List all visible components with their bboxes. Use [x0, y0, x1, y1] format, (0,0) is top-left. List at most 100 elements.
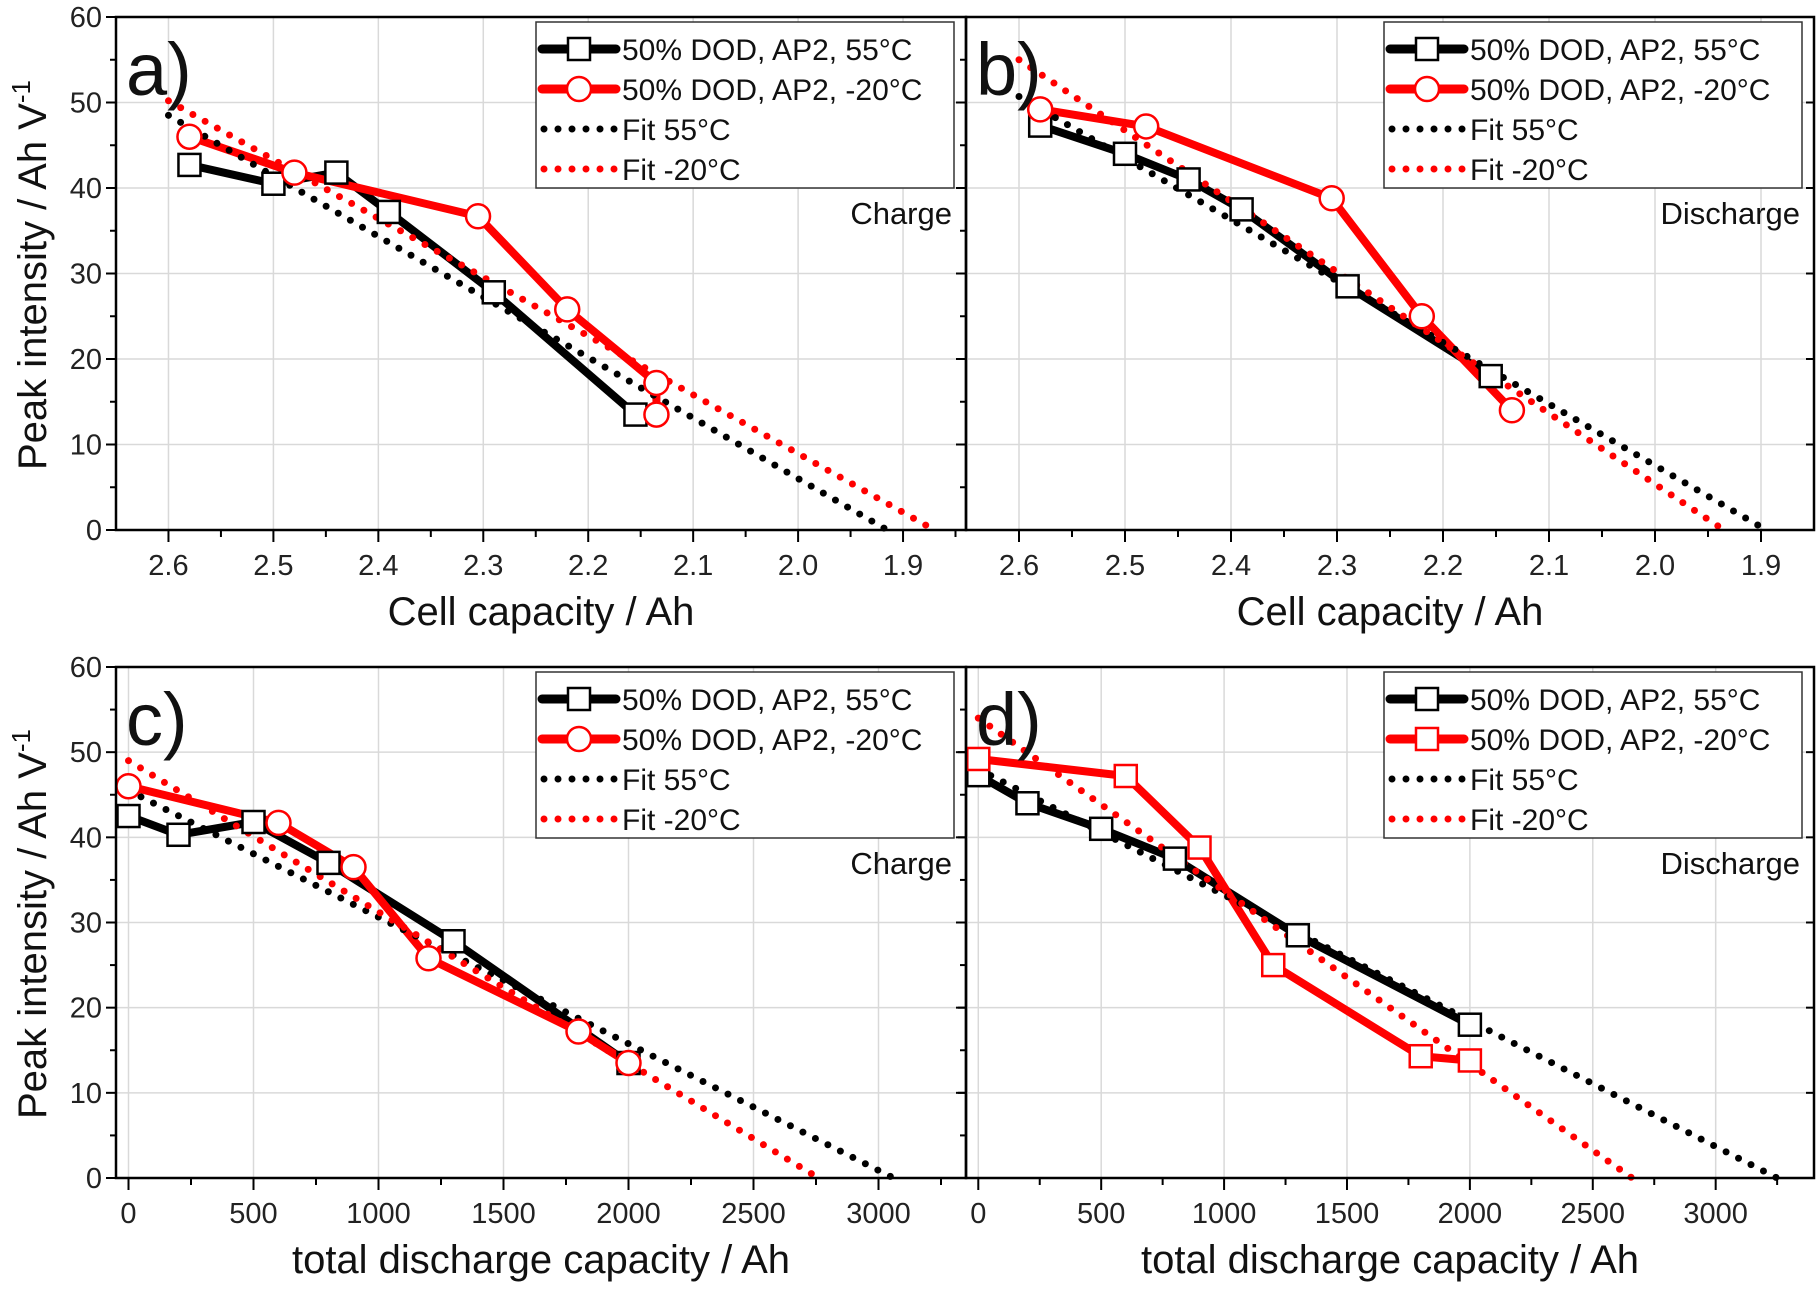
legend-label: 50% DOD, AP2, -20°C: [622, 74, 922, 107]
legend-label: Fit 55°C: [1470, 764, 1579, 797]
panel-c: 0 500 1000 1500 2000 2500 3000 0 10 20 30 40 50 60 c) C…: [70, 652, 968, 1282]
panel-b: 2.6 2.5 2.4 2.3 2.2 2.1 2.0 1.9 b) Discharge 50% D…: [956, 15, 1816, 634]
data-point: [1162, 846, 1188, 871]
x-tick-label: 2.6: [148, 550, 188, 582]
x-tick-label: 0: [970, 1198, 986, 1230]
y-tick-label: 0: [86, 515, 102, 547]
data-point: [177, 152, 202, 178]
legend-label: Fit 55°C: [622, 114, 731, 147]
data-point: [324, 160, 349, 185]
data-point: [115, 772, 142, 800]
y-tick-label: 0: [86, 1163, 102, 1195]
legend-marker: [1413, 75, 1441, 103]
data-point: [376, 199, 402, 225]
legend-marker: [566, 36, 592, 62]
legend-label: 50% DOD, AP2, 55°C: [1470, 34, 1760, 67]
x-tick-label: 1.9: [883, 550, 923, 582]
legend-label: Fit -20°C: [1470, 804, 1589, 837]
legend-marker: [1414, 726, 1440, 752]
x-tick-label: 3000: [846, 1198, 911, 1230]
data-point: [1112, 141, 1138, 167]
legend-label: Fit 55°C: [1470, 114, 1579, 147]
x-tick-label: 2.3: [463, 550, 503, 582]
legend-label: 50% DOD, AP2, 55°C: [1470, 684, 1760, 717]
data-point: [316, 850, 341, 876]
x-axis-label: Cell capacity / Ah: [1237, 590, 1544, 634]
data-point: [966, 746, 991, 772]
legend-label: Fit -20°C: [1470, 154, 1589, 187]
data-point: [553, 296, 581, 323]
panel-label: d): [976, 678, 1042, 761]
data-point: [116, 803, 141, 829]
fit-line: [125, 757, 822, 1182]
legend-marker: [566, 686, 592, 712]
data-point: [415, 945, 442, 972]
data-point: [643, 401, 670, 428]
y-tick-label: 50: [70, 737, 102, 769]
x-tick-label: 0: [120, 1198, 136, 1230]
legend: 50% DOD, AP2, 55°C 50% DOD, AP2, -20°C Fit…: [1383, 21, 1803, 189]
x-tick-label: 2.4: [1211, 550, 1251, 582]
data-point: [615, 1049, 642, 1077]
legend: 50% DOD, AP2, 55°C 50% DOD, AP2, -20°C Fit…: [535, 21, 955, 189]
x-tick-label: 1000: [1192, 1198, 1257, 1230]
x-tick-label: 2000: [1438, 1198, 1503, 1230]
data-point: [481, 280, 507, 305]
legend: 50% DOD, AP2, 55°C 50% DOD, AP2, -20°C Fit…: [1383, 671, 1803, 839]
fit-line: [164, 111, 891, 534]
x-tick-label: 2.0: [1635, 550, 1675, 582]
x-tick-label: 2.4: [358, 550, 398, 582]
data-point: [241, 809, 266, 835]
x-tick-label: 1.9: [1741, 550, 1781, 582]
x-tick-label: 2.2: [568, 550, 608, 582]
panel-label: b): [976, 28, 1042, 111]
x-tick-label: 2.0: [778, 550, 818, 582]
x-axis-label: Cell capacity / Ah: [388, 590, 695, 634]
y-axis-label-bottom: Peak intensity / Ah V-1: [6, 729, 55, 1119]
x-tick-label: 2.6: [999, 550, 1039, 582]
legend-marker: [565, 725, 593, 753]
data-point: [1260, 952, 1286, 978]
x-tick-label: 1500: [1315, 1198, 1380, 1230]
legend-label: Fit -20°C: [622, 154, 741, 187]
data-point: [1408, 1043, 1433, 1069]
y-tick-label: 50: [70, 88, 102, 120]
y-tick-label: 60: [70, 2, 102, 34]
fit-line: [1015, 93, 1770, 534]
data-point: [1457, 1012, 1483, 1037]
x-tick-label: 2500: [721, 1198, 786, 1230]
legend-label: 50% DOD, AP2, 55°C: [622, 684, 912, 717]
data-point: [1176, 167, 1201, 192]
data-point: [643, 369, 670, 397]
y-tick-label: 20: [70, 344, 102, 376]
data-point: [464, 202, 492, 230]
legend-label: Fit -20°C: [622, 804, 741, 837]
data-point: [176, 123, 203, 150]
panel-a: 2.6 2.5 2.4 2.3 2.2 2.1 2.0 1.9 0 10 20 30 40 50 60 a) C…: [70, 2, 968, 634]
x-tick-label: 2.1: [673, 550, 713, 582]
legend-label: 50% DOD, AP2, 55°C: [622, 34, 912, 67]
y-tick-label: 10: [70, 430, 102, 462]
legend-marker: [1414, 686, 1440, 712]
data-point: [281, 159, 308, 186]
data-point: [1132, 113, 1160, 140]
x-tick-label: 2000: [596, 1198, 661, 1230]
data-point: [1457, 1048, 1483, 1073]
panel-label: c): [126, 678, 188, 761]
data-point: [1498, 397, 1526, 424]
plot-frame: [964, 15, 1816, 532]
data-point: [166, 822, 191, 848]
y-tick-label: 30: [70, 908, 102, 940]
x-tick-label: 1000: [346, 1198, 411, 1230]
data-point: [1088, 816, 1114, 842]
data-point: [1015, 791, 1040, 816]
y-axis-label-top: Peak intensity / Ah V-1: [6, 80, 55, 470]
data-point: [1318, 185, 1345, 212]
legend-label: Fit 55°C: [622, 764, 731, 797]
fit-line: [125, 786, 897, 1182]
legend-label: 50% DOD, AP2, -20°C: [622, 724, 922, 757]
data-point: [1408, 303, 1436, 330]
y-tick-label: 60: [70, 652, 102, 684]
x-tick-label: 2.3: [1317, 550, 1357, 582]
